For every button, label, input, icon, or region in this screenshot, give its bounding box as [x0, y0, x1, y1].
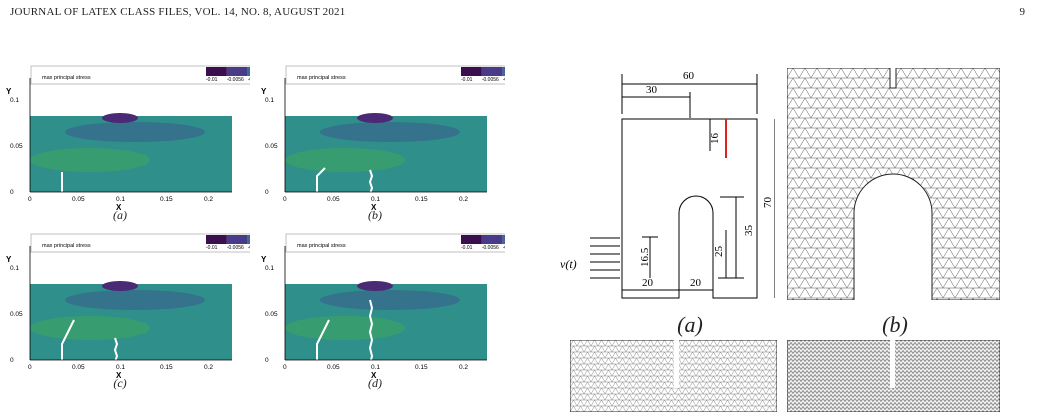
journal-title: JOURNAL OF LATEX CLASS FILES, VOL. 14, N…	[10, 6, 346, 18]
x-tick-label: 0.2	[204, 364, 213, 371]
y-tick-label: 0.1	[265, 265, 274, 272]
legend-tick-label: -0.0056	[482, 245, 499, 251]
x-tick-label: 0.05	[72, 196, 85, 203]
dim-hole-width-label: 20	[690, 277, 702, 289]
x-tick-label: 0.15	[160, 364, 173, 371]
y-axis-label: Y	[6, 255, 12, 264]
mesh-strip-c	[570, 340, 777, 412]
y-tick-label: 0.05	[265, 311, 278, 318]
stress-panel: max principal stress -0.01 -0.0056 -0.0012…	[255, 228, 607, 393]
x-tick-label: 0.05	[72, 364, 85, 371]
x-tick-label: 0	[283, 196, 287, 203]
legend-title: max principal stress	[42, 75, 91, 81]
legend-title: max principal stress	[297, 75, 346, 81]
legend-title: max principal stress	[42, 243, 91, 249]
x-tick-label: 0.2	[459, 364, 468, 371]
stress-panel: max principal stress -0.01 -0.0056 -0.0012…	[255, 60, 607, 225]
y-tick-label: 0	[10, 357, 14, 364]
x-tick-label: 0.1	[116, 364, 125, 371]
legend-tick-label: -0.0012	[503, 77, 505, 83]
page-number: 9	[1019, 6, 1026, 18]
panel-caption: (d)	[368, 376, 382, 390]
legend-tick-label: -0.0056	[227, 77, 244, 83]
dim-width-label: 60	[683, 70, 695, 82]
legend-tick-label: -0.0056	[482, 77, 499, 83]
legend-tick-label: -0.01	[206, 245, 218, 251]
specimen-geometry-diagram: 60 30 16 70 35 25 16.5 20 20 v(t)	[560, 70, 775, 299]
x-axis-label: X	[116, 203, 122, 210]
coarse-mesh-b	[787, 68, 1000, 300]
legend-tick-label: -0.0056	[227, 245, 244, 251]
y-tick-label: 0.05	[10, 143, 23, 150]
x-tick-label: 0	[28, 364, 32, 371]
load-label: v(t)	[560, 257, 577, 271]
legend-tick-label: -0.01	[461, 77, 473, 83]
x-tick-label: 0	[283, 364, 287, 371]
dim-left-label: 20	[642, 277, 654, 289]
x-tick-label: 0.15	[415, 364, 428, 371]
legend-tick-label: -0.01	[206, 77, 218, 83]
x-tick-label: 0.15	[415, 196, 428, 203]
x-tick-label: 0.1	[371, 364, 380, 371]
x-tick-label: 0.1	[116, 196, 125, 203]
legend-tick-label: -0.01	[461, 245, 473, 251]
legend-tick-label: -0.0012	[248, 77, 250, 83]
y-axis-label: Y	[261, 255, 267, 264]
y-tick-label: 0	[265, 357, 269, 364]
y-tick-label: 0.05	[10, 311, 23, 318]
y-axis-label: Y	[261, 87, 267, 96]
y-axis-label: Y	[6, 87, 12, 96]
x-tick-label: 0.15	[160, 196, 173, 203]
y-tick-label: 0.1	[10, 97, 19, 104]
caption-geometry-a: (a)	[677, 312, 703, 337]
x-axis-label: X	[116, 371, 122, 378]
page-header: JOURNAL OF LATEX CLASS FILES, VOL. 14, N…	[0, 6, 1041, 22]
dim-load-height-label: 16.5	[639, 247, 651, 267]
x-tick-label: 0.05	[327, 364, 340, 371]
stress-panel: max principal stress -0.01 -0.0056 -0.0012…	[0, 228, 352, 393]
dim-notch-label: 16	[709, 133, 721, 145]
y-tick-label: 0.1	[10, 265, 19, 272]
dim-hole-top-label: 35	[743, 225, 755, 237]
x-tick-label: 0	[28, 196, 32, 203]
stress-panel: max principal stress -0.01 -0.0056 -0.0012…	[0, 60, 352, 225]
legend-tick-label: -0.0012	[503, 245, 505, 251]
x-tick-label: 0.05	[327, 196, 340, 203]
x-axis-label: X	[371, 371, 377, 378]
caption-mesh-b: (b)	[882, 312, 908, 337]
x-tick-label: 0.2	[204, 196, 213, 203]
dim-hole-side-label: 25	[713, 246, 725, 258]
mesh-strip-d	[787, 340, 1000, 412]
panel-caption: (a)	[113, 208, 127, 222]
y-tick-label: 0.05	[265, 143, 278, 150]
legend-tick-label: -0.0012	[248, 245, 250, 251]
y-tick-label: 0.1	[265, 97, 274, 104]
panel-caption: (b)	[368, 208, 382, 222]
x-tick-label: 0.1	[371, 196, 380, 203]
panel-caption: (c)	[113, 376, 127, 390]
y-tick-label: 0	[265, 189, 269, 196]
dim-half-label: 30	[646, 84, 658, 96]
dim-height-label: 70	[762, 197, 774, 209]
legend-title: max principal stress	[297, 243, 346, 249]
x-tick-label: 0.2	[459, 196, 468, 203]
x-axis-label: X	[371, 203, 377, 210]
y-tick-label: 0	[10, 189, 14, 196]
